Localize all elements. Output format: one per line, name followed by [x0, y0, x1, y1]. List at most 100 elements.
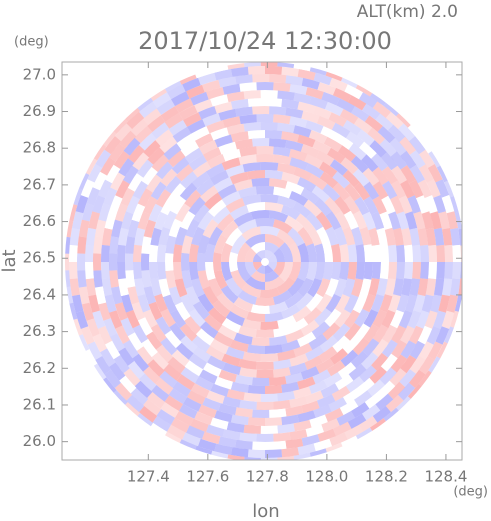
radar-cell [195, 376, 214, 391]
radar-cell [308, 380, 328, 394]
radar-cell [226, 123, 245, 135]
radar-cell [351, 106, 370, 122]
radar-cell [104, 136, 121, 155]
radar-cell [175, 342, 194, 360]
radar-cell [245, 262, 257, 277]
radar-cell [352, 337, 370, 356]
radar-cell [256, 154, 274, 163]
radar-cell [344, 84, 363, 100]
radar-cell [171, 157, 190, 175]
radar-cell [417, 325, 433, 345]
radar-cell [316, 115, 336, 130]
radar-cell [113, 355, 130, 374]
radar-cell [305, 120, 324, 134]
radar-cell [195, 178, 215, 196]
radar-cell [289, 83, 308, 95]
radar-cell [344, 210, 359, 230]
radar-cell [256, 249, 265, 260]
radar-cell [187, 119, 206, 134]
radar-cell [297, 101, 316, 114]
radar-cell [285, 405, 304, 417]
radar-cell [108, 253, 118, 271]
radar-cell [184, 189, 202, 208]
radar-cell [97, 179, 113, 199]
radar-cell [307, 278, 323, 298]
radar-cell [256, 81, 274, 91]
radar-cell [130, 387, 149, 406]
radar-cell [385, 394, 404, 413]
radar-cell [265, 344, 283, 354]
radar-cell [251, 177, 270, 187]
radar-cell [247, 98, 265, 107]
radar-cell [93, 236, 103, 254]
radar-cell [314, 262, 326, 281]
radar-cell [221, 353, 241, 367]
radar-cell [134, 278, 146, 297]
radar-cell [377, 126, 396, 144]
radar-cell [265, 129, 283, 140]
radar-cell [293, 125, 312, 138]
radar-cell [127, 361, 145, 379]
radar-cell [329, 348, 348, 365]
radar-cell [297, 277, 314, 297]
radar-cell [123, 165, 139, 184]
radar-cell [157, 262, 167, 280]
radar-cell [260, 62, 278, 67]
radar-cell [213, 234, 228, 254]
radar-cell [314, 243, 326, 262]
radar-cell [260, 320, 279, 330]
radar-cell [211, 65, 229, 74]
radar-cell [383, 102, 399, 117]
radar-cell [339, 262, 349, 281]
radar-cell [315, 150, 335, 166]
radar-cell [407, 383, 422, 399]
radar-cell [273, 290, 293, 305]
radar-cell [162, 210, 178, 230]
radar-cell [332, 171, 350, 189]
radar-cell [265, 276, 285, 290]
radar-cell [85, 227, 97, 246]
radar-cell [390, 354, 408, 373]
radar-cell [98, 203, 111, 222]
radar-cell [256, 114, 274, 123]
radar-cell [85, 349, 98, 366]
radar-cell [188, 353, 207, 370]
radar-cell [418, 370, 432, 387]
radar-cell [269, 335, 288, 346]
radar-cell [156, 99, 175, 115]
radar-cell [362, 404, 381, 421]
radar-cell [317, 428, 336, 442]
radar-cell [273, 82, 291, 92]
radar-cell [265, 242, 280, 254]
radar-cell [251, 337, 270, 347]
radar-cell [151, 122, 170, 139]
radar-cell [397, 382, 416, 401]
radar-cell [256, 369, 274, 379]
radar-cell [363, 181, 380, 200]
radar-cell [399, 369, 417, 388]
radar-cell [416, 310, 430, 329]
radar-cell [113, 150, 130, 169]
radar-cell [265, 170, 283, 180]
radar-cell [93, 144, 107, 161]
radar-cell [409, 150, 426, 169]
radar-cell [436, 165, 448, 183]
radar-cell [95, 149, 111, 168]
radar-cell [285, 75, 304, 86]
radar-cell [163, 143, 182, 161]
radar-cell [202, 397, 221, 411]
radar-cell [444, 180, 454, 198]
radar-cell [247, 170, 265, 180]
x-tick-label: 127.4 [127, 468, 170, 486]
radar-cell [259, 287, 280, 298]
radar-cell [344, 322, 361, 341]
radar-cell [69, 278, 80, 296]
radar-cell [418, 137, 432, 154]
radar-cell [324, 101, 344, 117]
radar-cell [78, 286, 90, 305]
radar-cell [342, 278, 356, 298]
radar-cell [252, 106, 270, 115]
radar-cell [388, 211, 401, 230]
radar-cell [182, 432, 201, 447]
radar-cell [400, 150, 417, 169]
